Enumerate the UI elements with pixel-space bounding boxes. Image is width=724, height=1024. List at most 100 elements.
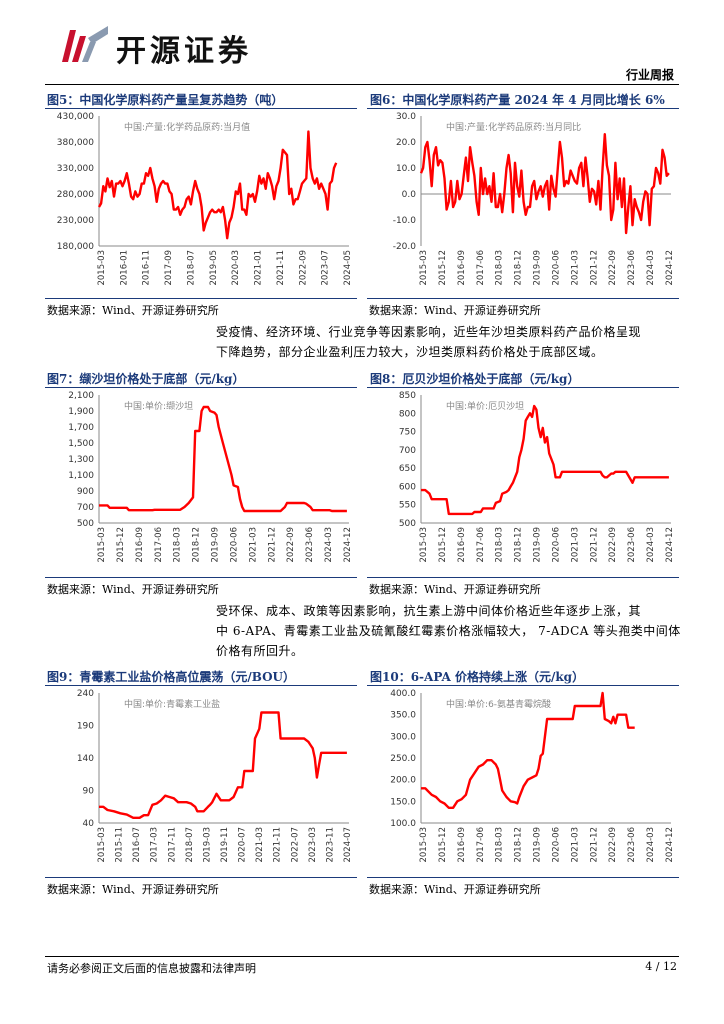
chart1-legend-label: 中国:产量:化学药品原药:当月同比 xyxy=(446,121,581,133)
chart2-x-tick-label: 2016-09 xyxy=(135,527,145,563)
chart1-x-tick-label: 2018-03 xyxy=(495,250,505,286)
chart4-x-tick-label: 2022-07 xyxy=(290,827,300,863)
chart0-y-tick-label: 180,000 xyxy=(57,242,94,252)
chart5-y-tick-label: 200.0 xyxy=(390,776,416,786)
figure-9-bottom-rule xyxy=(45,877,357,878)
chart2-x-tick-label: 2021-03 xyxy=(248,527,258,563)
chart5-series-line xyxy=(421,691,635,809)
chart2-x-tick-label: 2023-06 xyxy=(305,527,315,563)
chart5-x-tick-label: 2024-03 xyxy=(646,827,656,863)
paragraph-1-line-2: 下降趋势，部分企业盈利压力较大，沙坦类原料药价格处于底部区域。 xyxy=(216,345,604,359)
chart3-y-tick-label: 500 xyxy=(399,519,416,529)
chart4-x-tick-label: 2017-03 xyxy=(150,827,160,863)
chart2-x-tick-label: 2021-12 xyxy=(267,527,277,563)
chart3-x-tick-label: 2023-06 xyxy=(627,527,637,563)
chart3-y-tick-label: 650 xyxy=(399,464,416,474)
chart2-x-tick-label: 2022-09 xyxy=(286,527,296,563)
logo-mark-icon xyxy=(62,26,108,62)
chart2-x-tick-label: 2018-12 xyxy=(192,527,202,563)
chart4-x-tick-label: 2019-11 xyxy=(220,827,230,863)
chart5-x-tick-label: 2018-03 xyxy=(495,827,505,863)
figure-7-source: 数据来源：Wind、开源证券研究所 xyxy=(47,583,219,596)
chart3-x-tick-label: 2018-12 xyxy=(514,527,524,563)
chart4-x-tick-label: 2023-03 xyxy=(308,827,318,863)
chart0-x-tick-label: 2024-05 xyxy=(343,250,353,286)
chart0-x-tick-label: 2020-03 xyxy=(231,250,241,286)
chart0-y-tick-label: 430,000 xyxy=(57,112,94,122)
chart0-y-tick-label: 380,000 xyxy=(57,138,94,148)
figure-5-title: 图5：中国化学原料药产量呈复苏趋势（吨） xyxy=(47,93,284,107)
footer-disclaimer: 请务必参阅正文后面的信息披露和法律声明 xyxy=(47,962,256,975)
chart5-y-tick-label: 100.0 xyxy=(390,819,416,829)
chart1-y-tick-label: 30.0 xyxy=(396,112,416,122)
figure-10-chart: 400.0350.0300.0250.0200.0150.0100.02015-… xyxy=(390,689,675,863)
chart0-x-tick-label: 2018-07 xyxy=(186,250,196,286)
chart0-x-tick-label: 2021-01 xyxy=(254,250,264,286)
chart1-x-tick-label: 2021-12 xyxy=(589,250,599,286)
chart4-series-line xyxy=(99,711,347,819)
chart4-x-tick-label: 2020-07 xyxy=(238,827,248,863)
chart1-x-tick-label: 2024-12 xyxy=(665,250,675,286)
figure-6-source: 数据来源：Wind、开源证券研究所 xyxy=(369,304,541,317)
chart3-series-line xyxy=(421,404,669,516)
chart1-y-tick-label: 20.0 xyxy=(396,138,416,148)
report-type-label: 行业周报 xyxy=(625,68,674,82)
figure-10-bottom-rule xyxy=(367,877,679,878)
chart2-x-tick-label: 2015-12 xyxy=(116,527,126,563)
chart1-x-tick-label: 2023-06 xyxy=(627,250,637,286)
chart2-x-tick-label: 2017-06 xyxy=(154,527,164,563)
chart3-y-tick-label: 600 xyxy=(399,482,416,492)
figure-7-chart: 2,1001,9001,7001,5001,3001,1009007005002… xyxy=(68,391,353,563)
chart4-x-tick-label: 2015-03 xyxy=(97,827,107,863)
chart0-x-tick-label: 2022-09 xyxy=(298,250,308,286)
chart0-y-tick-label: 280,000 xyxy=(57,190,94,200)
chart1-x-tick-label: 2015-03 xyxy=(419,250,429,286)
paragraph-2-line-1: 受环保、成本、政策等因素影响，抗生素上游中间体价格近些年逐步上涨，其 xyxy=(216,604,642,618)
chart1-x-tick-label: 2018-12 xyxy=(514,250,524,286)
chart3-x-tick-label: 2015-03 xyxy=(419,527,429,563)
figure-10-title: 图10：6-APA 价格持续上涨（元/kg） xyxy=(370,670,585,684)
chart1-x-tick-label: 2021-03 xyxy=(570,250,580,286)
chart1-y-tick-label: -10.0 xyxy=(393,216,417,226)
chart3-y-tick-label: 750 xyxy=(399,428,416,438)
chart5-y-tick-label: 350.0 xyxy=(390,711,416,721)
figure-6-title: 图6：中国化学原料药产量 2024 年 4 月同比增长 6% xyxy=(370,93,665,107)
chart1-y-tick-label: 10.0 xyxy=(396,164,416,174)
chart5-x-tick-label: 2016-09 xyxy=(457,827,467,863)
chart2-y-tick-label: 500 xyxy=(77,519,94,529)
chart5-x-tick-label: 2024-12 xyxy=(665,827,675,863)
chart1-x-tick-label: 2022-09 xyxy=(608,250,618,286)
chart4-y-tick-label: 40 xyxy=(83,819,95,829)
chart2-y-tick-label: 2,100 xyxy=(68,391,94,401)
figure-5-title-underline xyxy=(45,108,357,109)
chart1-y-tick-label: -20.0 xyxy=(393,242,417,252)
chart3-x-tick-label: 2024-12 xyxy=(665,527,675,563)
figure-8-bottom-rule xyxy=(367,577,679,578)
chart0-x-tick-label: 2023-07 xyxy=(321,250,331,286)
chart1-x-tick-label: 2016-09 xyxy=(457,250,467,286)
chart1-y-tick-label: 0.0 xyxy=(402,190,417,200)
logo-text: 开源证券 xyxy=(116,34,252,69)
chart3-y-tick-label: 850 xyxy=(399,391,416,401)
figure-7-bottom-rule xyxy=(45,577,357,578)
chart4-x-tick-label: 2023-11 xyxy=(325,827,335,863)
chart2-y-tick-label: 1,500 xyxy=(68,439,94,449)
page-number: 4 / 12 xyxy=(645,960,677,973)
chart4-x-tick-label: 2017-11 xyxy=(167,827,177,863)
chart5-x-tick-label: 2015-03 xyxy=(419,827,429,863)
chart0-x-tick-label: 2016-11 xyxy=(142,250,152,286)
figure-5-source: 数据来源：Wind、开源证券研究所 xyxy=(47,304,219,317)
chart1-x-tick-label: 2015-12 xyxy=(438,250,448,286)
chart3-y-tick-label: 800 xyxy=(399,409,416,419)
chart3-x-tick-label: 2020-06 xyxy=(551,527,561,563)
chart5-x-tick-label: 2022-09 xyxy=(608,827,618,863)
chart3-legend-label: 中国:单价:厄贝沙坦 xyxy=(446,400,524,412)
chart3-x-tick-label: 2024-03 xyxy=(646,527,656,563)
chart2-y-tick-label: 900 xyxy=(77,487,94,497)
chart4-legend-label: 中国:单价:青霉素工业盐 xyxy=(124,698,220,710)
chart0-legend-label: 中国:产量:化学药品原药:当月值 xyxy=(124,121,250,133)
chart3-x-tick-label: 2019-09 xyxy=(533,527,543,563)
chart4-y-tick-label: 190 xyxy=(77,722,94,732)
chart0-series-line xyxy=(97,130,338,240)
figure-10-title-underline xyxy=(367,685,679,686)
